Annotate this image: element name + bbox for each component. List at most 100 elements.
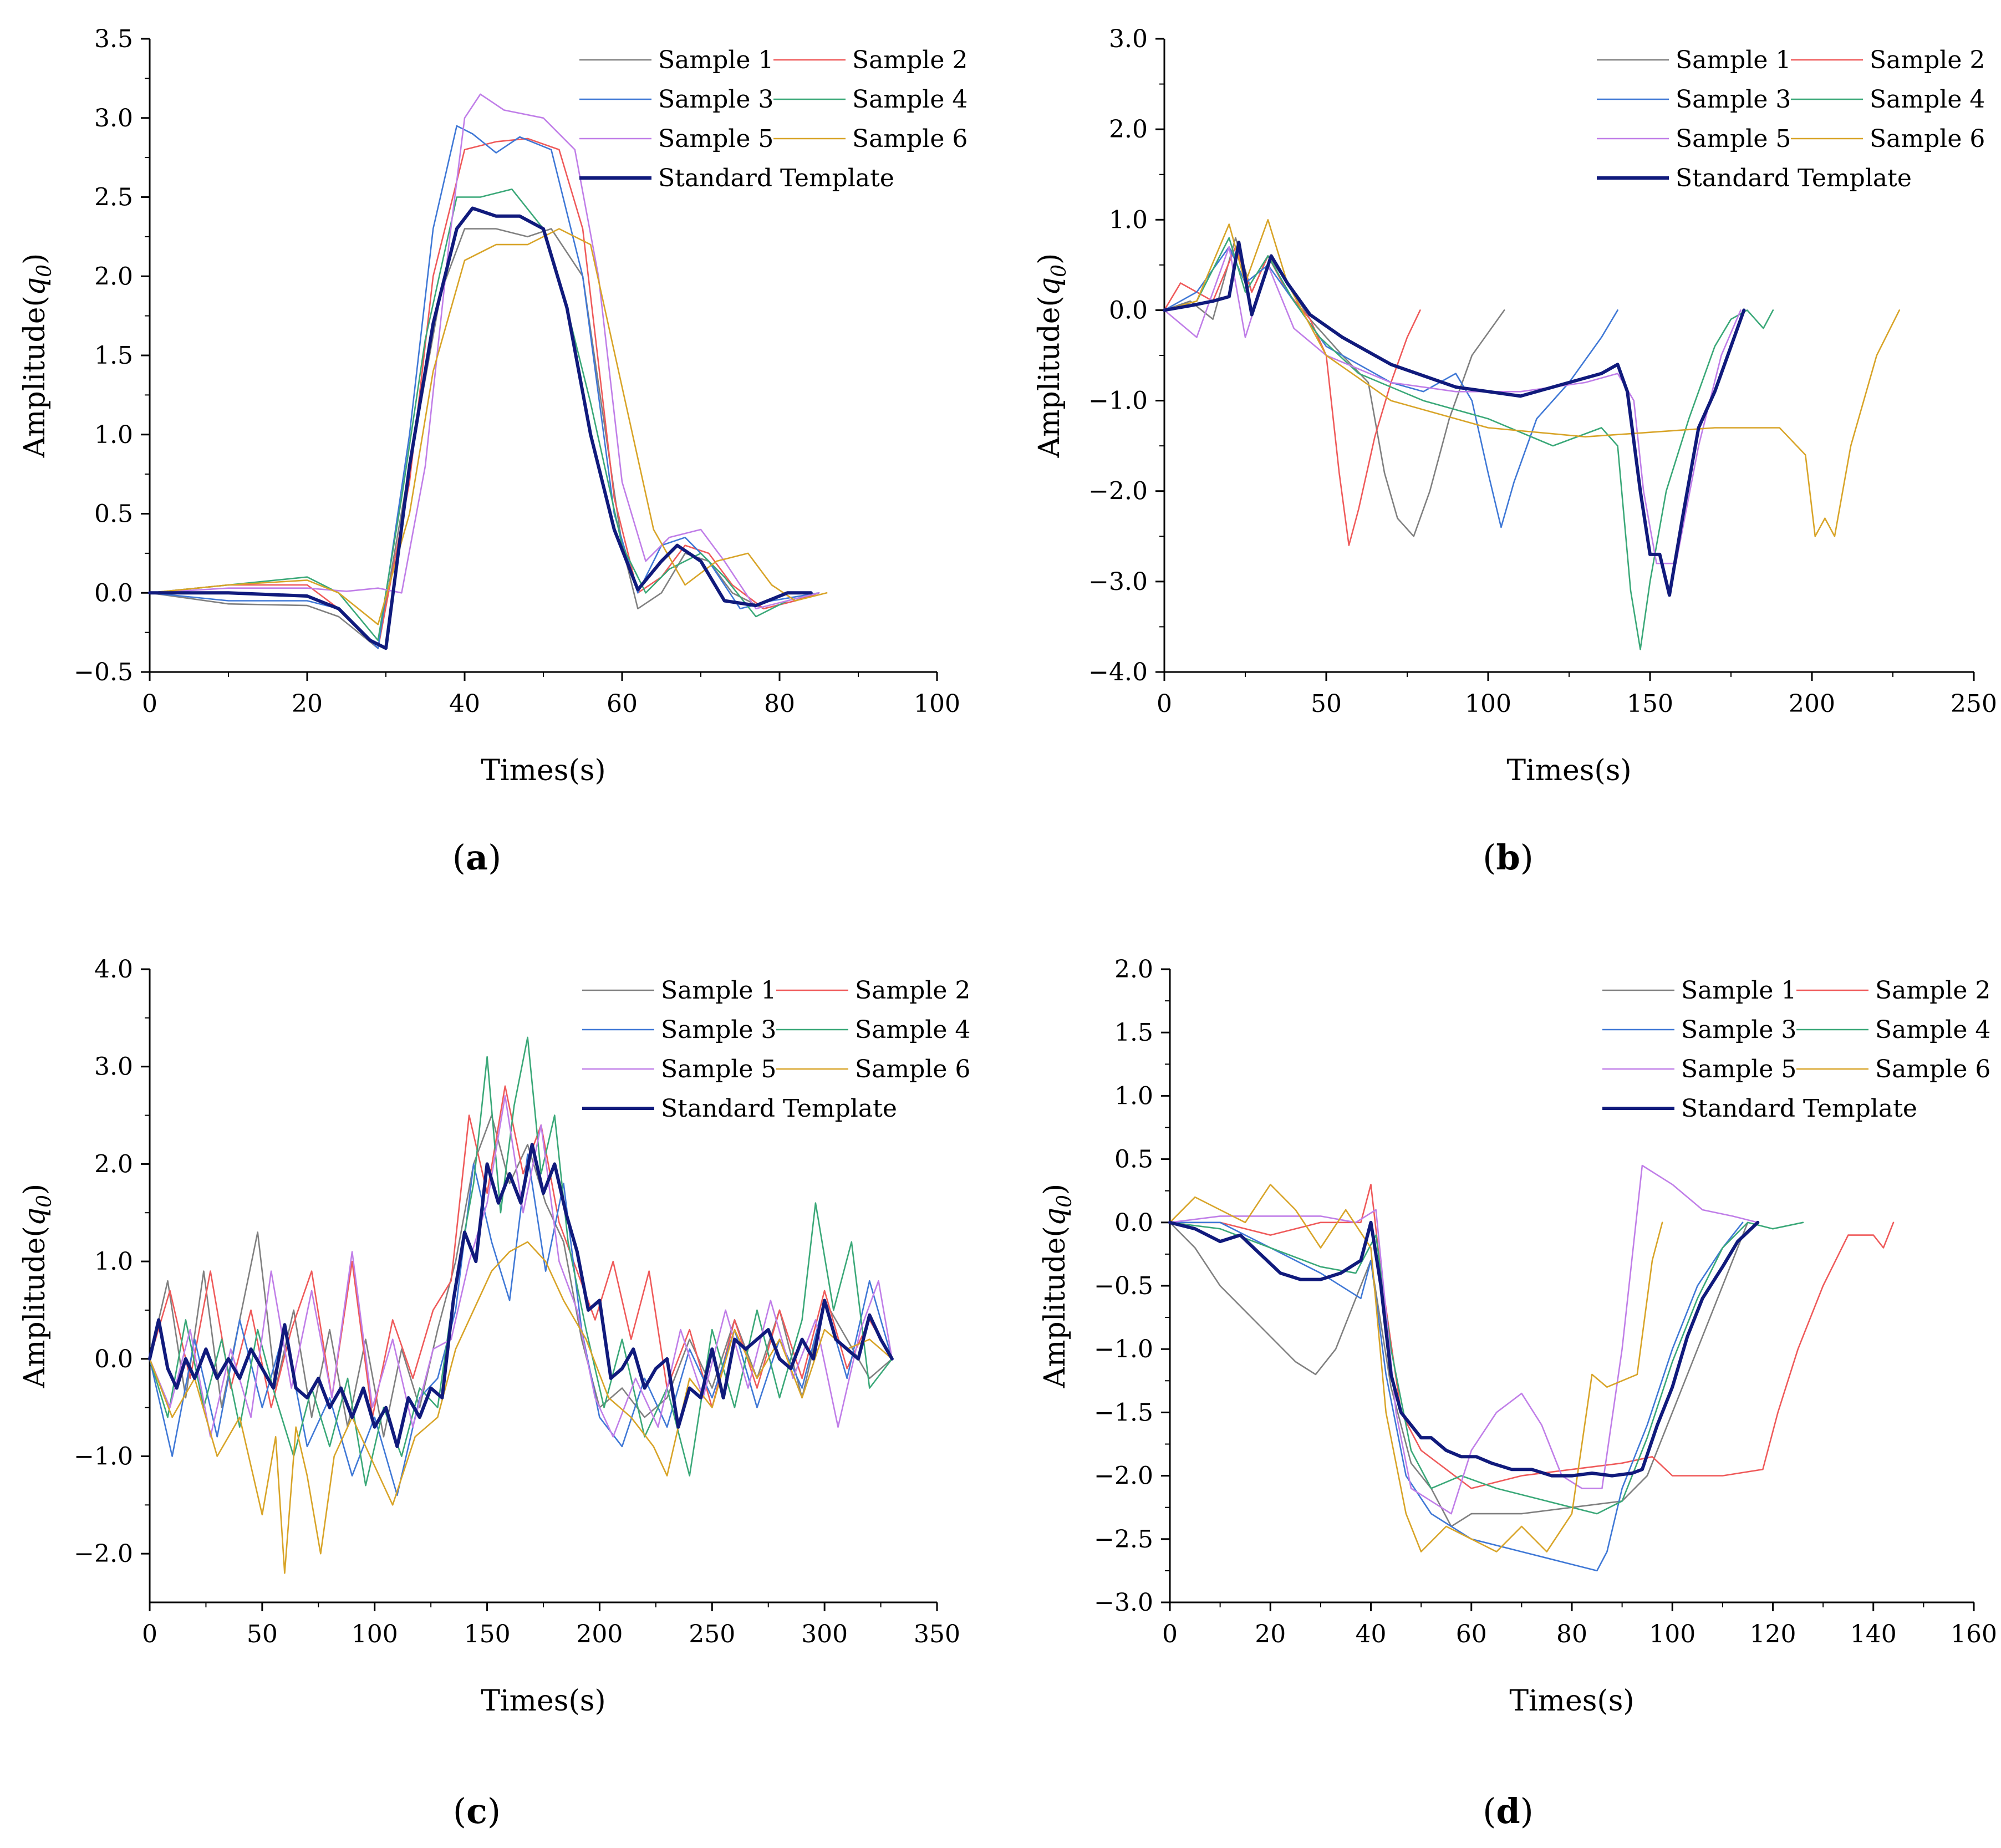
y-tick-label: 0.0 [1114,1209,1153,1237]
caption-d-letter: d [1496,1791,1520,1831]
y-tick-label: 1.0 [94,1248,133,1276]
legend-label: Sample 1 [1681,976,1796,1005]
y-tick-label: 1.5 [1114,1019,1153,1047]
x-tick-label: 20 [292,690,323,718]
caption-d: (d) [1483,1791,1534,1831]
series-line-sample-5 [149,93,820,610]
series-line-sample-6 [149,1241,893,1574]
y-tick-label: 3.0 [94,1053,133,1081]
x-tick-label: 50 [247,1620,278,1648]
x-axis-label: Times(s) [1506,754,1631,787]
y-tick-label: −1.0 [1088,387,1148,415]
x-tick-label: 160 [1951,1620,1997,1648]
x-tick-label: 150 [464,1620,511,1648]
y-tick-label: 2.0 [94,1150,133,1178]
y-tick-label: 1.0 [94,421,133,449]
x-tick-label: 300 [801,1620,848,1648]
x-tick-label: 20 [1255,1620,1286,1648]
series-line-sample-2 [1163,246,1421,546]
y-tick-label: 0.0 [94,1345,133,1373]
y-tick-label: 3.5 [94,25,133,53]
legend-label: Sample 4 [1875,1016,1990,1044]
y-axis-label: Amplitude(q0) [1038,1184,1076,1389]
y-tick-label: −2.0 [74,1540,133,1568]
x-tick-label: 140 [1850,1620,1897,1648]
y-tick-label: 2.0 [94,262,133,291]
series-line-sample-6 [1163,218,1900,537]
legend-label: Sample 1 [658,46,773,74]
x-tick-label: 250 [689,1620,735,1648]
y-tick-label: −0.5 [1094,1272,1153,1300]
series-line-sample-4 [1169,1221,1804,1515]
y-tick-label: −1.5 [1094,1398,1153,1427]
caption-c-letter: c [466,1791,487,1831]
x-tick-label: 250 [1951,690,1997,718]
y-tick-label: −4.0 [1088,658,1148,686]
legend-label: Sample 5 [658,125,773,153]
legend-label: Standard Template [661,1094,897,1123]
y-tick-label: −3.0 [1094,1589,1153,1617]
x-tick-label: 100 [914,690,960,718]
x-axis-label: Times(s) [481,754,605,787]
legend-label: Sample 3 [1681,1016,1796,1044]
x-tick-label: 80 [1556,1620,1587,1648]
x-tick-label: 150 [1627,690,1673,718]
y-tick-label: −1.0 [1094,1335,1153,1363]
y-tick-label: 1.5 [94,342,133,370]
y-axis-label: Amplitude(q0) [1033,253,1071,459]
y-tick-label: −2.0 [1088,477,1148,506]
x-tick-label: 40 [1356,1620,1387,1648]
series-line-sample-5 [149,1095,893,1438]
legend-label: Sample 2 [855,976,970,1005]
chart-panel-a: −0.5 0.0 0.5 1.0 1.5 2.0 2.5 3.0 3.5 0 20 40 60 80 100… [18,25,968,787]
x-axis-label: Times(s) [1509,1684,1634,1718]
x-tick-label: 60 [1456,1620,1487,1648]
caption-a-letter: a [465,837,488,878]
y-tick-label: −2.5 [1094,1525,1153,1554]
legend-label: Sample 2 [1870,46,1985,74]
series-line-sample-1 [1169,1221,1749,1528]
x-tick-label: 40 [449,690,480,718]
y-tick-label: 1.0 [1114,1082,1153,1110]
legend-label: Sample 5 [1676,125,1791,153]
series-line-standard-template [1168,1220,1760,1478]
y-tick-label: 2.0 [1114,955,1153,984]
x-tick-label: 200 [1789,690,1835,718]
y-tick-label: 1.0 [1109,206,1148,234]
series-line-sample-5 [1169,1164,1759,1515]
legend-label: Sample 2 [1875,976,1990,1005]
caption-c: (c) [452,1791,501,1831]
series-line-sample-1 [149,228,820,649]
y-tick-label: 2.5 [94,184,133,212]
legend-label: Sample 6 [1870,125,1985,153]
y-tick-label: 0.0 [1109,296,1148,324]
x-tick-label: 100 [1465,690,1511,718]
y-tick-label: 3.0 [1109,25,1148,53]
x-tick-label: 0 [1157,690,1172,718]
legend-label: Standard Template [1681,1094,1917,1123]
y-tick-label: −0.5 [74,658,133,686]
y-tick-label: 4.0 [94,955,133,984]
chart-panel-d: −3.0 −2.5 −2.0 −1.5 −1.0 −0.5 0.0 0.5 1.0 1.5 2.0 0… [1038,955,1997,1718]
x-tick-label: 100 [1649,1620,1695,1648]
x-tick-label: 0 [142,690,157,718]
x-tick-label: 100 [352,1620,398,1648]
y-tick-label: −3.0 [1088,568,1148,596]
y-axis-label: Amplitude(q0) [18,253,56,459]
legend-label: Sample 1 [661,976,776,1005]
legend-label: Sample 4 [1870,85,1985,114]
y-tick-label: 3.0 [94,104,133,133]
y-tick-label: −2.0 [1094,1462,1153,1490]
y-axis-label: Amplitude(q0) [18,1184,56,1389]
x-tick-label: 50 [1311,690,1342,718]
legend-label: Sample 4 [852,85,968,114]
legend-label: Standard Template [658,164,894,192]
legend-label: Sample 4 [855,1016,970,1044]
series-line-standard-template [148,206,813,650]
x-tick-label: 0 [1162,1620,1178,1648]
legend-label: Sample 5 [661,1055,776,1083]
caption-b-letter: b [1496,837,1520,878]
series-line-sample-6 [149,228,828,625]
legend-label: Sample 3 [661,1016,776,1044]
